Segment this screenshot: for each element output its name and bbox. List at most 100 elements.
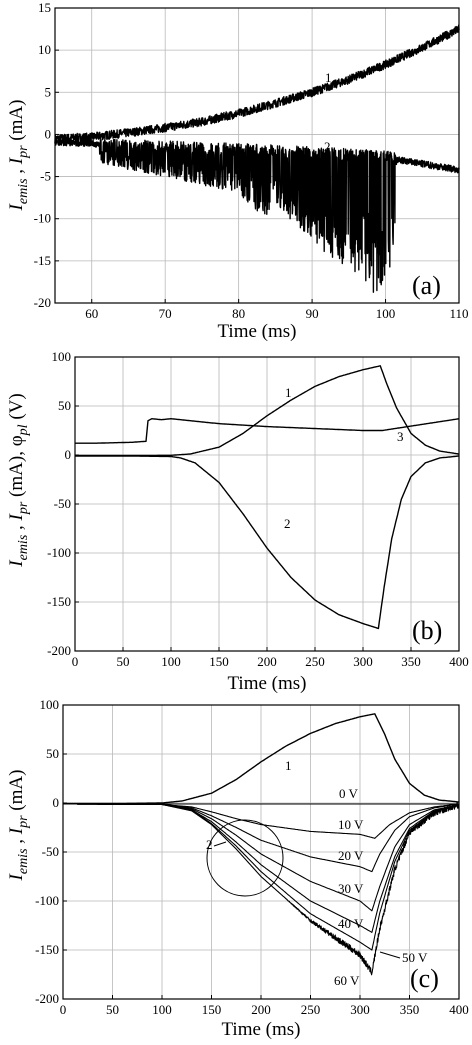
- x-tick-label: 50: [117, 654, 130, 669]
- x-tick-label: 300: [353, 654, 373, 669]
- x-tick-label: 350: [401, 654, 421, 669]
- y-tick-label: -20: [34, 295, 51, 310]
- panel-label: (a): [412, 271, 441, 300]
- y-axis-title-part: pr: [16, 815, 31, 829]
- y-axis-title-part: I: [6, 559, 27, 568]
- y-tick-label: -100: [35, 893, 59, 908]
- y-tick-label: 5: [45, 84, 52, 99]
- y-tick-label: 15: [38, 0, 51, 15]
- panel-a: 60 70 80 90 100 110 -20 -15 -10 -5 0 5 10 15 1 2 (a) Time…: [6, 0, 469, 342]
- y-axis-title-part: (mA): [6, 770, 27, 816]
- x-tick-label: 150: [202, 1002, 222, 1017]
- plot-frame: [62, 704, 460, 1000]
- y-tick-label: -15: [34, 253, 51, 268]
- x-axis-title: Time (ms): [227, 673, 306, 694]
- leader-line: [379, 951, 401, 959]
- x-tick-label: 350: [400, 1002, 420, 1017]
- y-axis-title: Iemis , Ipr (mA): [6, 100, 31, 212]
- x-tick-label: 50: [106, 1002, 119, 1017]
- x-axis-title: Time (ms): [221, 1019, 300, 1040]
- series-line-60-v: [62, 802, 460, 976]
- y-axis-title-part: , I: [6, 826, 27, 848]
- x-tick-label: 150: [209, 654, 229, 669]
- y-tick-label: -50: [54, 496, 71, 511]
- y-tick-label: -150: [47, 594, 71, 609]
- y-tick-label: -100: [47, 545, 71, 560]
- plot-frame: [54, 7, 460, 304]
- panel-b: 0 50 100 150 200 250 300 350 400-200-150-100-500…: [6, 349, 469, 694]
- y-tick-label: -5: [40, 169, 51, 184]
- y-axis-title: Iemis , Ipr (mA): [6, 770, 31, 882]
- y-axis-title-part: , I: [6, 156, 27, 178]
- y-tick-label: 50: [46, 746, 59, 761]
- x-tick-label: 70: [159, 306, 172, 321]
- panel-label: (c): [410, 964, 439, 993]
- series-label: 60 V: [334, 973, 360, 988]
- y-tick-label: -50: [42, 844, 59, 859]
- y-tick-label: 100: [40, 697, 60, 712]
- x-tick-label: 80: [232, 306, 245, 321]
- leader-line: [213, 841, 227, 847]
- x-tick-label: 250: [301, 1002, 321, 1017]
- series-line-1: [63, 713, 460, 805]
- y-axis-title-part: (mA): [6, 100, 27, 146]
- series-label: 30 V: [338, 881, 364, 896]
- y-tick-label: -150: [35, 942, 59, 957]
- series-line-1: [54, 24, 460, 143]
- series-label: 2: [324, 139, 331, 154]
- series-label: 2: [284, 516, 291, 531]
- y-tick-label: 0: [53, 795, 60, 810]
- x-tick-label: 100: [376, 306, 396, 321]
- series-label: 1: [325, 70, 332, 85]
- y-axis-title-part: emis: [16, 534, 31, 560]
- series-label: 0 V: [339, 786, 359, 801]
- series-line-2: [54, 138, 460, 293]
- series-label: 40 V: [338, 916, 364, 931]
- highlight-circle: [206, 819, 284, 897]
- series-label: 10 V: [338, 817, 364, 832]
- panel-label: (b): [412, 616, 442, 645]
- y-tick-label: 10: [38, 42, 51, 57]
- panel-c: 0 50 100 150 200 250 300 350 400-200-150-100-500…: [6, 697, 469, 1040]
- y-tick-label: -200: [35, 991, 59, 1006]
- y-axis-title-part: emis: [16, 848, 31, 874]
- y-axis-title-part: (V): [6, 393, 27, 424]
- series-label: 20 V: [338, 848, 364, 863]
- plot-frame: [74, 356, 460, 652]
- y-axis-title: Iemis , Ipr (mA), φpl (V): [6, 393, 31, 567]
- y-axis-title-part: (mA), φ: [6, 435, 27, 501]
- x-tick-label: 100: [161, 654, 181, 669]
- x-tick-label: 0: [60, 1002, 67, 1017]
- x-tick-label: 110: [449, 306, 468, 321]
- y-axis-title-part: , I: [6, 512, 27, 534]
- series-line-3: [75, 418, 460, 444]
- x-tick-label: 400: [449, 654, 469, 669]
- y-axis-title-part: emis: [16, 178, 31, 204]
- series-label: 1: [285, 758, 292, 773]
- x-tick-label: 90: [306, 306, 319, 321]
- x-tick-label: 200: [257, 654, 277, 669]
- series-label: 3: [397, 429, 404, 444]
- x-tick-label: 60: [85, 306, 98, 321]
- x-tick-label: 100: [152, 1002, 172, 1017]
- x-tick-label: 300: [350, 1002, 370, 1017]
- y-tick-label: 0: [65, 447, 72, 462]
- y-tick-label: 0: [45, 126, 52, 141]
- series-label: 1: [285, 385, 292, 400]
- y-axis-title-part: I: [6, 872, 27, 881]
- x-tick-label: 400: [449, 1002, 469, 1017]
- series-line-2: [75, 455, 460, 630]
- y-axis-title-part: pr: [16, 145, 31, 159]
- y-axis-title-part: pl: [16, 424, 31, 436]
- series-label: 50 V: [402, 950, 428, 965]
- y-tick-label: 50: [58, 398, 71, 413]
- y-axis-title-part: pr: [16, 501, 31, 515]
- x-tick-label: 0: [72, 654, 79, 669]
- x-tick-label: 200: [251, 1002, 271, 1017]
- y-tick-label: -10: [34, 211, 51, 226]
- x-tick-label: 250: [305, 654, 325, 669]
- y-tick-label: -200: [47, 643, 71, 658]
- x-axis-title: Time (ms): [217, 321, 296, 342]
- y-tick-label: 100: [52, 349, 72, 364]
